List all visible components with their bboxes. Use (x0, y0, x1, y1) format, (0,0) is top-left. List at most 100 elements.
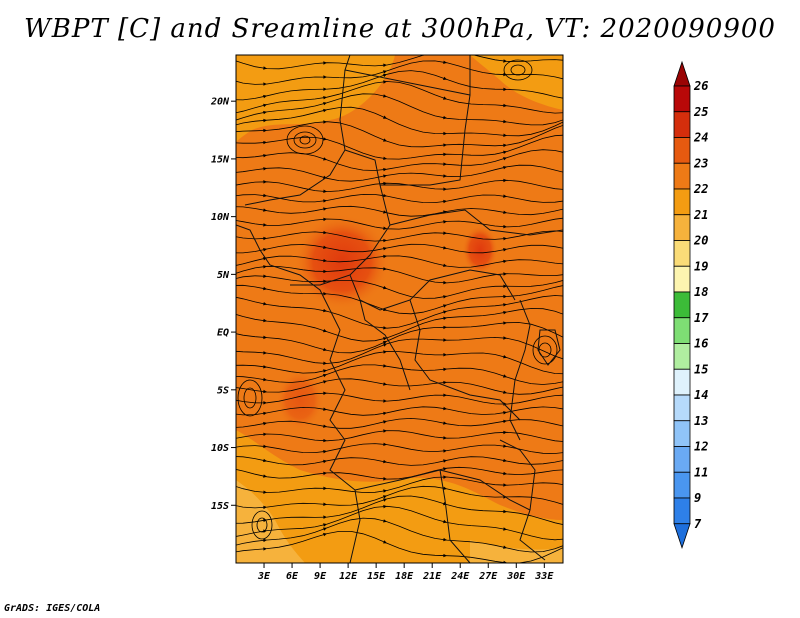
streamline (236, 417, 563, 429)
colorbar-label: 11 (694, 465, 708, 479)
x-tick-label: 12E (339, 571, 358, 582)
streamline-arrow (323, 328, 327, 333)
streamline-arrow (263, 193, 267, 198)
streamline-arrow (323, 61, 327, 65)
streamline-arrow (503, 444, 507, 448)
streamline-arrow (263, 223, 267, 227)
streamline (236, 205, 563, 217)
streamline (236, 351, 563, 375)
x-tick-label: 18E (395, 571, 414, 582)
streamline-arrow (323, 486, 327, 491)
streamline-arrow (383, 442, 387, 446)
streamline-arrow (503, 272, 507, 276)
streamline-arrow (323, 369, 327, 373)
streamline-arrow (323, 361, 327, 365)
streamline-arrow (443, 459, 447, 463)
streamline-vortex-southwest (251, 510, 273, 540)
streamlines (236, 55, 563, 563)
streamline-arrow (323, 527, 327, 531)
streamline-arrow (503, 527, 507, 531)
streamline-arrow (383, 238, 387, 243)
streamline-arrow (383, 382, 387, 386)
x-tick-label: 9E (314, 571, 327, 582)
colorbar-swatch (673, 162, 691, 190)
streamline (236, 336, 563, 364)
colorbar-swatch (673, 188, 691, 216)
streamline-arrow (323, 207, 327, 211)
streamline-arrow (443, 537, 447, 542)
streamline-arrow (323, 87, 327, 91)
streamline-arrow (383, 94, 387, 98)
streamline-arrow (383, 73, 387, 78)
streamline-arrow (503, 87, 507, 92)
field-region-21-22-northeast (470, 55, 563, 110)
streamline-arrow (383, 504, 387, 509)
colorbar-top-arrow (673, 60, 691, 87)
streamline-arrow (383, 459, 387, 464)
streamline-arrow (263, 411, 267, 416)
colorbar-label: 22 (693, 182, 708, 196)
streamline-arrow (263, 248, 267, 252)
streamline-arrow (383, 156, 387, 160)
streamline-arrow (443, 316, 447, 320)
x-tick-label: 30E (506, 571, 526, 582)
streamline-arrow (383, 210, 387, 214)
streamline (236, 81, 563, 114)
streamline-arrow (263, 377, 267, 382)
streamline-arrow (383, 226, 387, 230)
colorbar-swatch (673, 497, 691, 525)
streamline-arrow (503, 157, 507, 161)
streamline (236, 275, 563, 299)
streamline (236, 60, 563, 85)
streamline (236, 466, 563, 480)
streamline-arrow (443, 162, 447, 166)
streamline-arrow (443, 393, 447, 397)
map-frame (235, 54, 564, 564)
streamline-arrow (323, 75, 327, 79)
streamline-arrow (383, 181, 387, 186)
streamline (236, 443, 563, 454)
streamline-arrow (503, 310, 507, 315)
streamline-arrow (443, 246, 447, 250)
streamline-arrow (383, 429, 387, 433)
streamline-arrow (443, 131, 447, 136)
streamline-arrow (443, 406, 447, 411)
streamline-arrow (503, 509, 507, 514)
streamline (236, 430, 563, 442)
field-region-21-22-north (236, 55, 395, 142)
streamline-arrow (323, 407, 327, 411)
streamline (236, 149, 563, 171)
streamline-arrow (383, 254, 387, 259)
streamline-arrow (443, 519, 447, 524)
streamline (236, 93, 563, 126)
streamline-arrow (263, 547, 267, 551)
colorbar: 26 25 24 23 22 21 20 19 18 17 16 15 14 13 12 11 9 7 (673, 60, 709, 550)
streamline-arrow (263, 118, 267, 123)
streamline-arrow (383, 138, 387, 142)
y-tick-label: 10N (211, 212, 230, 223)
streamline-arrow (383, 343, 387, 347)
streamline (236, 517, 563, 553)
streamline-arrow (263, 208, 267, 212)
streamline-arrow (323, 120, 327, 124)
streamline-set (236, 55, 563, 563)
streamline-arrow (323, 391, 327, 395)
streamline-arrow (263, 518, 267, 523)
streamline-arrow (323, 269, 327, 274)
colorbar-swatch (673, 137, 691, 164)
streamline-arrow (443, 310, 447, 314)
streamline-arrow (383, 498, 387, 502)
streamline-arrow (323, 292, 327, 296)
y-tick-label: 10S (211, 443, 229, 454)
streamline (236, 476, 563, 493)
streamline-arrow (263, 505, 267, 510)
streamline-arrow (383, 489, 387, 493)
streamline-arrow (263, 180, 267, 184)
streamline-arrow (323, 308, 327, 313)
streamline (236, 505, 563, 541)
streamline-arrow (443, 304, 447, 308)
streamline-arrow (323, 96, 327, 100)
streamline (236, 230, 563, 242)
streamline-arrow (503, 248, 507, 252)
